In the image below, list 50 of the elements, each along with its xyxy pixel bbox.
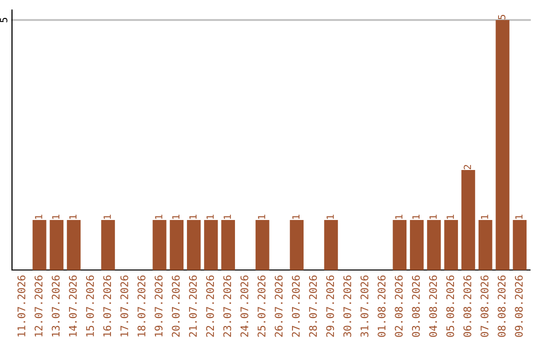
data-label: 1 [481, 214, 488, 219]
data-label: 1 [35, 214, 42, 219]
x-tick-label: 07.08.2026 [480, 276, 488, 337]
data-label: 5 [498, 14, 506, 20]
x-tick-label: 12.07.2026 [34, 276, 42, 336]
x-tick-label: 26.07.2026 [274, 276, 283, 337]
data-label: 1 [155, 214, 162, 219]
data-label: 1 [446, 214, 454, 219]
data-label: 1 [515, 214, 522, 219]
data-label: 1 [206, 214, 214, 219]
data-label: 1 [292, 214, 300, 219]
x-tick-label: 24.07.2026 [240, 276, 248, 337]
x-tick-label: 16.07.2026 [103, 276, 112, 336]
x-tick-label: 29.07.2026 [326, 276, 334, 337]
x-tick-label: 23.07.2026 [223, 276, 232, 337]
x-tick-label: 05.08.2026 [446, 276, 454, 337]
x-tick-label: 25.07.2026 [258, 276, 266, 337]
data-label: 1 [326, 214, 334, 219]
x-tick-label: 04.08.2026 [429, 276, 437, 337]
data-label: 1 [412, 214, 420, 219]
data-label: 1 [189, 214, 197, 219]
data-label: 1 [258, 214, 266, 219]
x-tick-label: 14.07.2026 [68, 276, 77, 336]
x-tick-label: 31.07.2026 [360, 276, 368, 337]
data-label: 1 [69, 214, 76, 219]
x-tick-label: 02.08.2026 [394, 276, 403, 337]
x-tick-label: 20.07.2026 [172, 276, 180, 337]
x-tick-label: 19.07.2026 [154, 276, 163, 336]
data-label: 1 [430, 214, 437, 219]
data-label: 2 [464, 164, 471, 170]
x-tick-label: 08.08.2026 [498, 276, 506, 337]
x-tick-label: 22.07.2026 [206, 276, 214, 337]
data-label: 1 [395, 214, 402, 219]
x-tick-label: 21.07.2026 [188, 276, 197, 337]
x-tick-label: 01.08.2026 [378, 276, 386, 337]
data-label: 1 [104, 214, 111, 219]
x-tick-label: 15.07.2026 [86, 276, 94, 336]
x-tick-label: 13.07.2026 [52, 276, 60, 336]
data-label: 1 [52, 214, 60, 219]
x-tick-label: 09.08.2026 [514, 276, 523, 337]
data-label: 1 [224, 214, 231, 219]
x-tick-label: 17.07.2026 [120, 276, 128, 336]
data-label: 1 [172, 214, 180, 219]
x-tick-label: 06.08.2026 [463, 276, 472, 337]
x-tick-label: 18.07.2026 [138, 276, 146, 336]
x-tick-label: 27.07.2026 [292, 276, 300, 337]
x-tick-label: 28.07.2026 [309, 276, 317, 337]
x-tick-label: 11.07.2026 [17, 276, 26, 336]
x-tick-label: 03.08.2026 [412, 276, 420, 337]
x-tick-label: 30.07.2026 [343, 276, 352, 337]
